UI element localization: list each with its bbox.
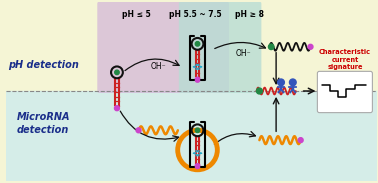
Text: pH ≤ 5: pH ≤ 5 bbox=[122, 10, 151, 19]
Text: pH ≥ 8: pH ≥ 8 bbox=[235, 10, 264, 19]
Circle shape bbox=[278, 79, 284, 86]
Circle shape bbox=[268, 44, 274, 50]
Text: OH⁻: OH⁻ bbox=[236, 49, 251, 58]
Bar bbox=[6, 2, 377, 91]
Circle shape bbox=[195, 164, 200, 169]
Text: pH 5.5 ~ 7.5: pH 5.5 ~ 7.5 bbox=[169, 10, 222, 19]
FancyBboxPatch shape bbox=[179, 2, 261, 93]
Circle shape bbox=[298, 138, 303, 143]
Text: Characteristic
current
signature: Characteristic current signature bbox=[319, 49, 371, 70]
Circle shape bbox=[195, 77, 200, 82]
Circle shape bbox=[195, 42, 200, 46]
Circle shape bbox=[195, 128, 200, 132]
Text: MicroRNA
detection: MicroRNA detection bbox=[17, 112, 70, 135]
Text: pH detection: pH detection bbox=[8, 60, 79, 70]
Circle shape bbox=[308, 44, 313, 49]
Text: OH⁻: OH⁻ bbox=[150, 62, 166, 71]
Circle shape bbox=[115, 70, 119, 75]
FancyBboxPatch shape bbox=[318, 71, 372, 113]
Circle shape bbox=[290, 79, 296, 86]
Circle shape bbox=[115, 106, 119, 111]
Bar bbox=[6, 91, 377, 181]
Circle shape bbox=[136, 128, 141, 133]
Circle shape bbox=[256, 88, 262, 94]
FancyBboxPatch shape bbox=[97, 2, 229, 93]
